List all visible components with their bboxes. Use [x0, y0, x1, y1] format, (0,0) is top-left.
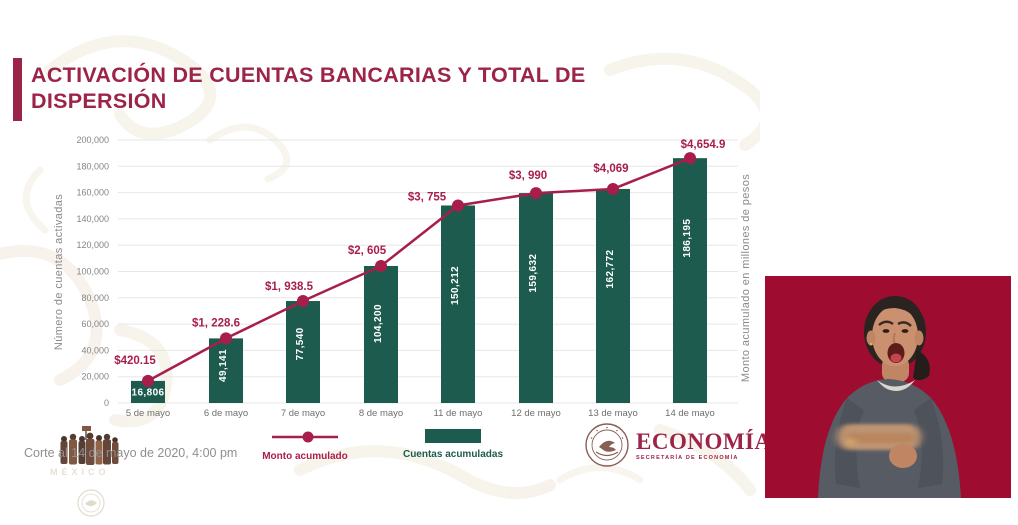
bar-value-label: 186,195 [682, 219, 693, 258]
y-axis-tick: 140,000 [76, 214, 109, 224]
line-point [684, 152, 696, 165]
x-axis-label: 5 de mayo [126, 408, 170, 419]
y-axis-tick: 200,000 [76, 135, 109, 145]
right-axis-title: Monto acumulado en millones de pesos [740, 174, 752, 382]
sign-language-interpreter [818, 296, 961, 498]
x-axis-label: 7 de mayo [281, 408, 325, 419]
interpreter-arm-right [914, 398, 944, 488]
interpreter-tongue [890, 353, 902, 363]
bar-value-label: 49,141 [218, 349, 229, 382]
line-point [607, 182, 619, 195]
legend-label-cuentas: Cuentas acumuladas [402, 449, 504, 460]
title-accent-bar [13, 58, 22, 121]
earring [869, 342, 873, 346]
y-axis-tick: 120,000 [76, 240, 109, 250]
bar-value-label: 77,540 [295, 327, 306, 360]
bar-value-label: 162,772 [605, 249, 616, 288]
bar [286, 301, 320, 403]
bar [209, 338, 243, 403]
interpreter-eye-right [901, 329, 909, 333]
sign-language-video-panel [765, 276, 1011, 498]
y-axis-tick: 20,000 [81, 372, 109, 382]
x-axis-label: 11 de mayo [434, 408, 483, 419]
line-point-label: $3, 990 [509, 170, 547, 182]
interpreter-collar [877, 380, 915, 391]
interpreter-ponytail [913, 350, 930, 381]
y-axis-tick: 0 [104, 398, 109, 408]
interpreter-hands-motion-blur [837, 424, 921, 450]
legend-bar-swatch [425, 429, 481, 443]
line-point-label: $1, 228.6 [192, 317, 240, 329]
x-axis-label: 6 de mayo [204, 408, 248, 419]
logo-wordmark: ECONOMÍA [636, 428, 772, 454]
economia-logo: ECONOMÍA SECRETARÍA DE ECONOMÍA [584, 422, 772, 468]
line-point [375, 259, 387, 272]
economia-seal-icon [585, 423, 629, 467]
bar [596, 188, 630, 403]
interpreter-brow-right [897, 321, 912, 327]
line-point-label: $420.15 [114, 355, 156, 367]
logo-subtitle: SECRETARÍA DE ECONOMÍA [636, 454, 739, 461]
mexico-seal-watermark-icon [77, 489, 105, 517]
y-axis-tick: 160,000 [76, 188, 109, 198]
cutoff-note: Corte al 14 de mayo de 2020, 4:00 pm [24, 446, 238, 460]
page-title: ACTIVACIÓN DE CUENTAS BANCARIAS Y TOTAL … [31, 63, 586, 114]
legend-item-monto: Monto acumulado [253, 430, 357, 462]
bar [131, 380, 165, 403]
x-axis-label: 14 de mayo [665, 408, 715, 419]
historical-figures-image [60, 426, 119, 465]
line-point-label: $4,069 [593, 163, 628, 175]
bar-value-label: 150,212 [450, 266, 461, 305]
bar [441, 205, 475, 403]
mexico-watermark-text: MÉXICO [50, 467, 110, 477]
y-axis-tick: 80,000 [81, 293, 109, 303]
y-axis-tick: 100,000 [76, 267, 109, 277]
bar-value-label: 16,806 [132, 387, 165, 398]
line-point-label: $2, 605 [348, 245, 387, 257]
bar-value-label: 159,632 [528, 254, 539, 293]
bar [673, 158, 707, 403]
line-point-label: $3, 755 [408, 191, 447, 203]
line-point-label: $1, 938.5 [265, 281, 314, 293]
line-point [220, 332, 232, 345]
bar [364, 265, 398, 403]
left-axis-title: Número de cuentas activadas [53, 194, 65, 350]
interpreter-ear-right [914, 330, 924, 346]
bar [519, 193, 553, 403]
legend-label-monto: Monto acumulado [262, 451, 348, 462]
combo-chart: 0 20,000 40,000 60,000 80,000 100,000 120,000 1… [53, 135, 752, 419]
x-axis-label: 8 de mayo [359, 408, 403, 419]
interpreter-ear-left [866, 330, 876, 346]
line-point [297, 295, 309, 308]
line-point-label: $4,654.9 [681, 139, 726, 151]
legend-item-cuentas: Cuentas acumuladas [398, 429, 508, 460]
y-axis-tick: 180,000 [76, 161, 109, 171]
y-axis-tick: 60,000 [81, 319, 109, 329]
x-axis-label: 13 de mayo [588, 408, 638, 419]
interpreter-hand-right [889, 444, 917, 468]
interpreter-brow-left [878, 320, 894, 326]
interpreter-eye-left [882, 329, 890, 333]
y-axis-tick: 40,000 [81, 345, 109, 355]
legend-line-marker [272, 431, 338, 443]
interpreter-hair-front [868, 296, 922, 332]
line-point [530, 187, 542, 200]
line-series [147, 156, 691, 382]
bar-value-label: 104,200 [373, 304, 384, 343]
line-point [452, 199, 464, 212]
line-point [142, 374, 154, 387]
x-axis-label: 12 de mayo [511, 408, 561, 419]
